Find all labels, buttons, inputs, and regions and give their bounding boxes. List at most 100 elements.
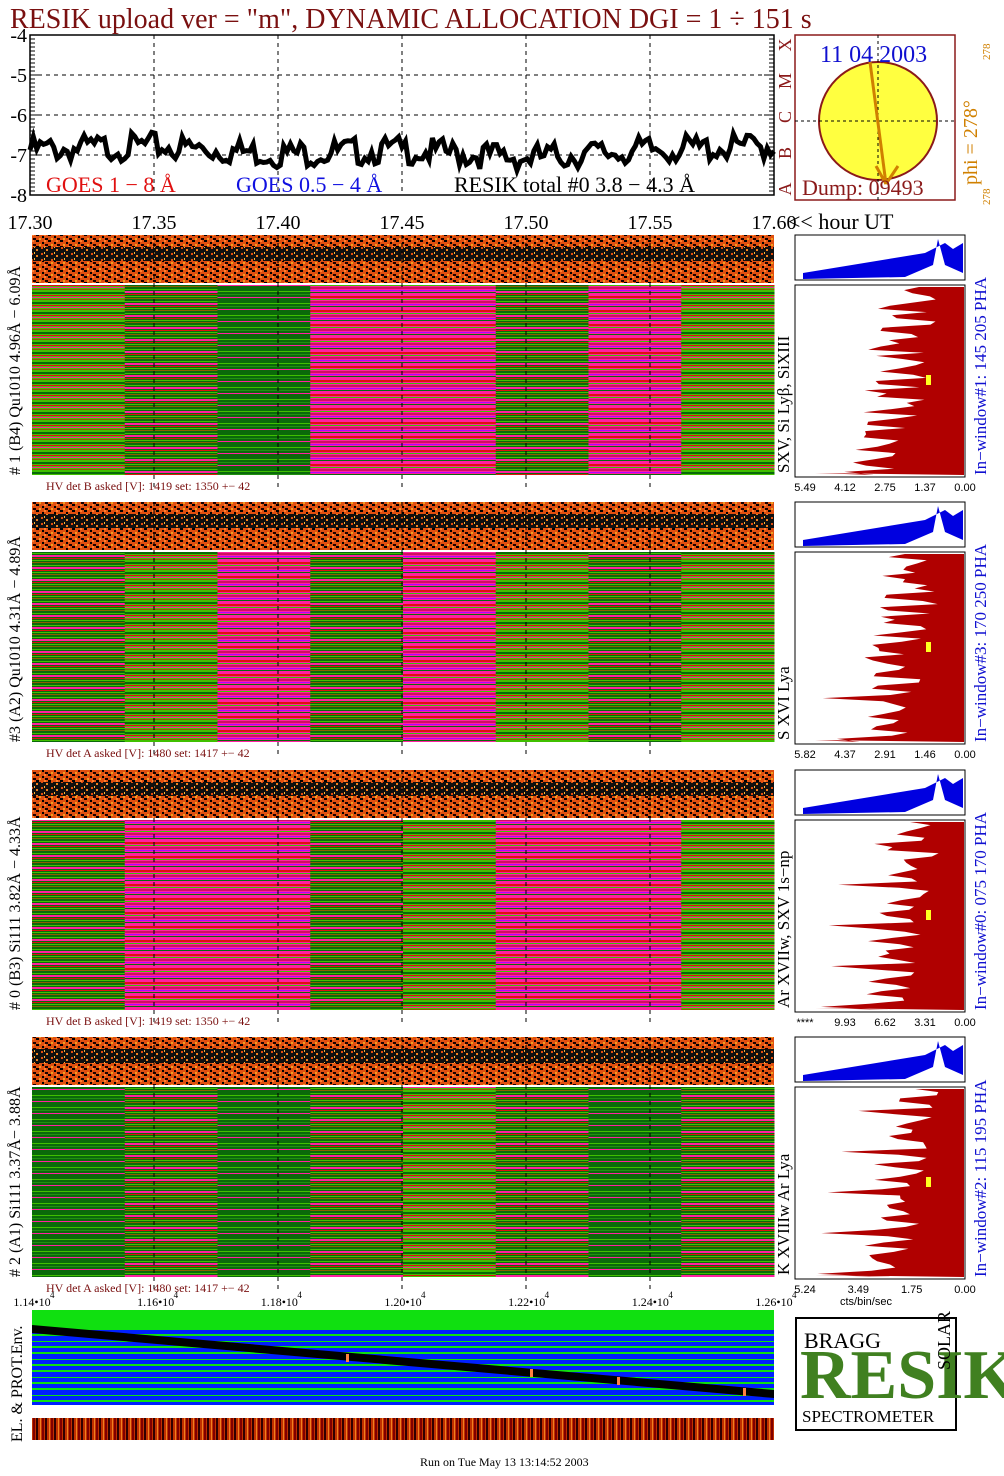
count-tick-exponent: 4 (421, 1290, 426, 1300)
logo-subtitle: SPECTROMETER (802, 1407, 935, 1426)
pha-window-marker (926, 910, 931, 920)
detector-panel: HV det B asked [V]: 1419 set: 1350 +− 42… (6, 769, 990, 1029)
spectrum-block (403, 552, 497, 742)
spectrum-block (310, 285, 404, 475)
pha-tick-label: 1.75 (901, 1284, 922, 1296)
env-marker-3 (617, 1377, 620, 1385)
spectrum-block (588, 820, 682, 1010)
pha-unit-label: cts/bin/sec (840, 1296, 892, 1308)
pha-blue-histogram (803, 1041, 963, 1081)
hv-status: HV det B asked [V]: 1419 set: 1350 +− 42 (46, 1014, 250, 1028)
page-title: RESIK upload ver = "m", DYNAMIC ALLOCATI… (10, 4, 812, 35)
count-tick-label: 1.22•10 (508, 1295, 545, 1309)
count-tick-label: 1.26•10 (755, 1295, 792, 1309)
spectrum-block (310, 820, 404, 1010)
phi-small-bottom: 278 (981, 188, 993, 205)
env-intensity-strip (32, 1418, 774, 1440)
detector-panel: HV det A asked [V]: 1480 set: 1417 +− 42… (6, 1036, 990, 1308)
spectrum-block (124, 1087, 218, 1277)
hv-status: HV det B asked [V]: 1419 set: 1350 +− 42 (46, 479, 250, 493)
goes-y-tick-label: -8 (10, 185, 27, 207)
goes-level-label: B (775, 147, 795, 159)
pha-tick-label: 5.82 (794, 749, 815, 761)
count-tick-label: 1.16•10 (137, 1295, 174, 1309)
detector-label: # 0 (B3) Si111 3.82Å − 4.33Å (6, 816, 24, 1010)
pha-red-histogram (815, 822, 964, 1010)
pha-tick-label: 0.00 (954, 1017, 975, 1029)
goes-level-label: M (775, 73, 795, 89)
goes-y-tick-label: -6 (10, 105, 27, 127)
phi-small-top: 278 (981, 43, 993, 60)
spectrum-block (681, 1087, 775, 1277)
detector-panel: HV det B asked [V]: 1419 set: 1350 +− 42… (6, 234, 990, 494)
goes-y-tick-label: -5 (10, 65, 27, 87)
pha-tick-label: 5.24 (794, 1284, 815, 1296)
count-tick-label: 1.20•10 (384, 1295, 421, 1309)
pha-red-histogram (815, 1089, 964, 1277)
spectral-line-label: S XVI Lya (774, 666, 793, 740)
time-tick-label: 17.50 (504, 212, 549, 234)
spectrum-block (588, 1087, 682, 1277)
time-tick-label: 17.45 (380, 212, 425, 234)
time-tick-label: 17.35 (132, 212, 177, 234)
count-tick-label: 1.24•10 (632, 1295, 669, 1309)
detector-panels: HV det B asked [V]: 1419 set: 1350 +− 42… (6, 234, 990, 1308)
pha-tick-label: 4.37 (834, 749, 855, 761)
env-marker-2 (530, 1369, 533, 1377)
spectrum-block (495, 285, 589, 475)
count-axis-ticks: 1.14•10 4 1.16•10 4 1.18•10 4 1.20•10 4 1.22•10 4… (13, 1290, 797, 1309)
resik-logo: RESIK BRAGG SOLAR SPECTROMETER (795, 1311, 1004, 1431)
pha-window-marker (926, 1177, 931, 1187)
spectrum-block (588, 285, 682, 475)
time-axis-unit: << hour UT (788, 209, 894, 234)
goes-level-label: A (775, 183, 795, 196)
spectrum-block (681, 552, 775, 742)
pha-tick-label: 2.91 (874, 749, 895, 761)
in-window-label: In−window#3: 170 250 PHA (971, 543, 990, 742)
time-tick-label: 17.55 (628, 212, 673, 234)
orbit-track (32, 1325, 774, 1398)
phi-arrow-head-left (874, 165, 888, 185)
pha-blue-histogram (803, 774, 963, 814)
count-tick-label: 1.18•10 (261, 1295, 298, 1309)
pha-tick-label: 5.49 (794, 482, 815, 494)
spectrum-block (681, 285, 775, 475)
pha-tick-label: 1.37 (914, 482, 935, 494)
pha-red-histogram (815, 287, 964, 475)
spectral-line-label: SXV, Si Lyβ, SiXIII (774, 335, 793, 473)
pha-tick-label: 0.00 (954, 482, 975, 494)
goes-y-tick-label: -7 (10, 145, 27, 167)
spectrum-block (124, 552, 218, 742)
spectrum-block (495, 1087, 589, 1277)
particle-environment-panel: EL. & PROT.Env. (9, 1310, 774, 1442)
count-tick-exponent: 4 (50, 1290, 55, 1300)
spectral-line-label: Ar XVIIw, SXV 1s−np (774, 851, 793, 1008)
count-tick-exponent: 4 (174, 1290, 179, 1300)
goes-lightcurve-panel: -4 -5 -6 -7 -8 X M C B A GOES 1 − 8 Å GOES 0.5 −… (10, 25, 795, 207)
phi-arrow-head-right (884, 165, 900, 185)
goes-level-label: C (775, 111, 795, 123)
pha-window-marker (926, 642, 931, 652)
logo-word-solar: SOLAR (934, 1311, 954, 1370)
spectrum-block (124, 285, 218, 475)
env-top-band (32, 1310, 774, 1328)
spectrum-block (32, 285, 126, 475)
count-tick-exponent: 4 (668, 1290, 673, 1300)
dispersion-band-dark (32, 1049, 774, 1063)
spectrum-block (495, 552, 589, 742)
pha-red-histogram (815, 554, 964, 742)
env-marker-1 (346, 1354, 349, 1362)
spectrum-block (310, 552, 404, 742)
spectrum-block (681, 820, 775, 1010)
legend-resik-total: RESIK total #0 3.8 − 4.3 Å (454, 172, 695, 197)
goes-y-ticks: -4 -5 -6 -7 -8 (10, 25, 27, 207)
dispersion-band-dark (32, 514, 774, 528)
pha-tick-label: 6.62 (874, 1017, 895, 1029)
pha-tick-label: **** (796, 1017, 814, 1029)
detector-label: #3 (A2) Qu1010 4.31Å − 4.89Å (6, 536, 24, 742)
spectrum-block (310, 1087, 404, 1277)
time-tick-label: 17.40 (256, 212, 301, 234)
phi-arrow-shaft (868, 61, 888, 185)
detector-label: # 2 (A1) Si111 3.37Å− 3.88Å (6, 1086, 24, 1277)
